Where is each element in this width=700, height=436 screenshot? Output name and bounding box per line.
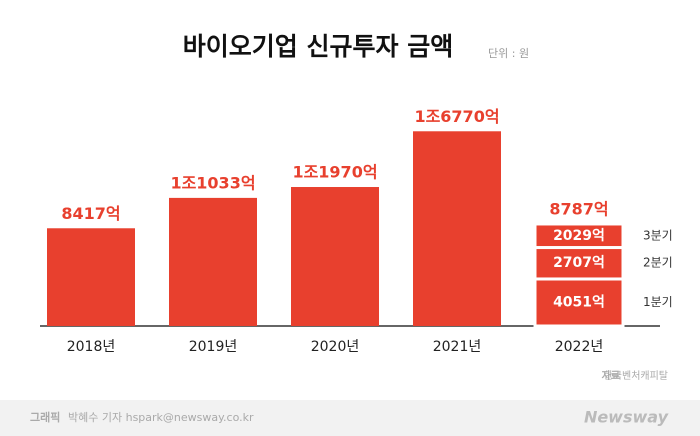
footer [0,400,700,436]
unit: 단위 : 원 [488,47,529,60]
x-tick-label: 2020년 [311,339,360,355]
segment-name: 3분기 [643,228,673,242]
value-label: 8787억 [549,199,608,218]
segment-label: 2707억 [553,255,605,271]
logo: Newsway [584,408,669,427]
x-tick-label: 2022년 [555,339,604,355]
segment-label: 4051억 [553,294,605,310]
source: 한국벤처캐피탈 [604,369,668,382]
segment-label: 2029억 [553,228,605,244]
value-label: 1조6770억 [414,107,499,126]
x-tick-label: 2018년 [67,339,116,355]
bar-segment [533,222,625,250]
credit: 박혜수 기자 hspark@newsway.co.kr [68,411,254,424]
value-label: 8417억 [61,204,120,223]
source-label: 자료 [602,369,620,382]
credit-label: 그래픽 [30,410,60,424]
chart-title: 바이오기업 신규투자 금액 [183,32,453,61]
x-tick-label: 2021년 [433,339,482,355]
bar [413,131,501,326]
value-label: 1조1033억 [170,173,255,192]
bar [169,197,257,326]
bar [47,228,135,326]
value-label: 1조1970억 [292,163,377,182]
bar-segment [533,246,625,281]
segment-name: 2분기 [643,256,673,270]
segment-name: 1분기 [643,295,673,309]
bar [291,187,379,326]
x-tick-label: 2019년 [189,339,238,355]
